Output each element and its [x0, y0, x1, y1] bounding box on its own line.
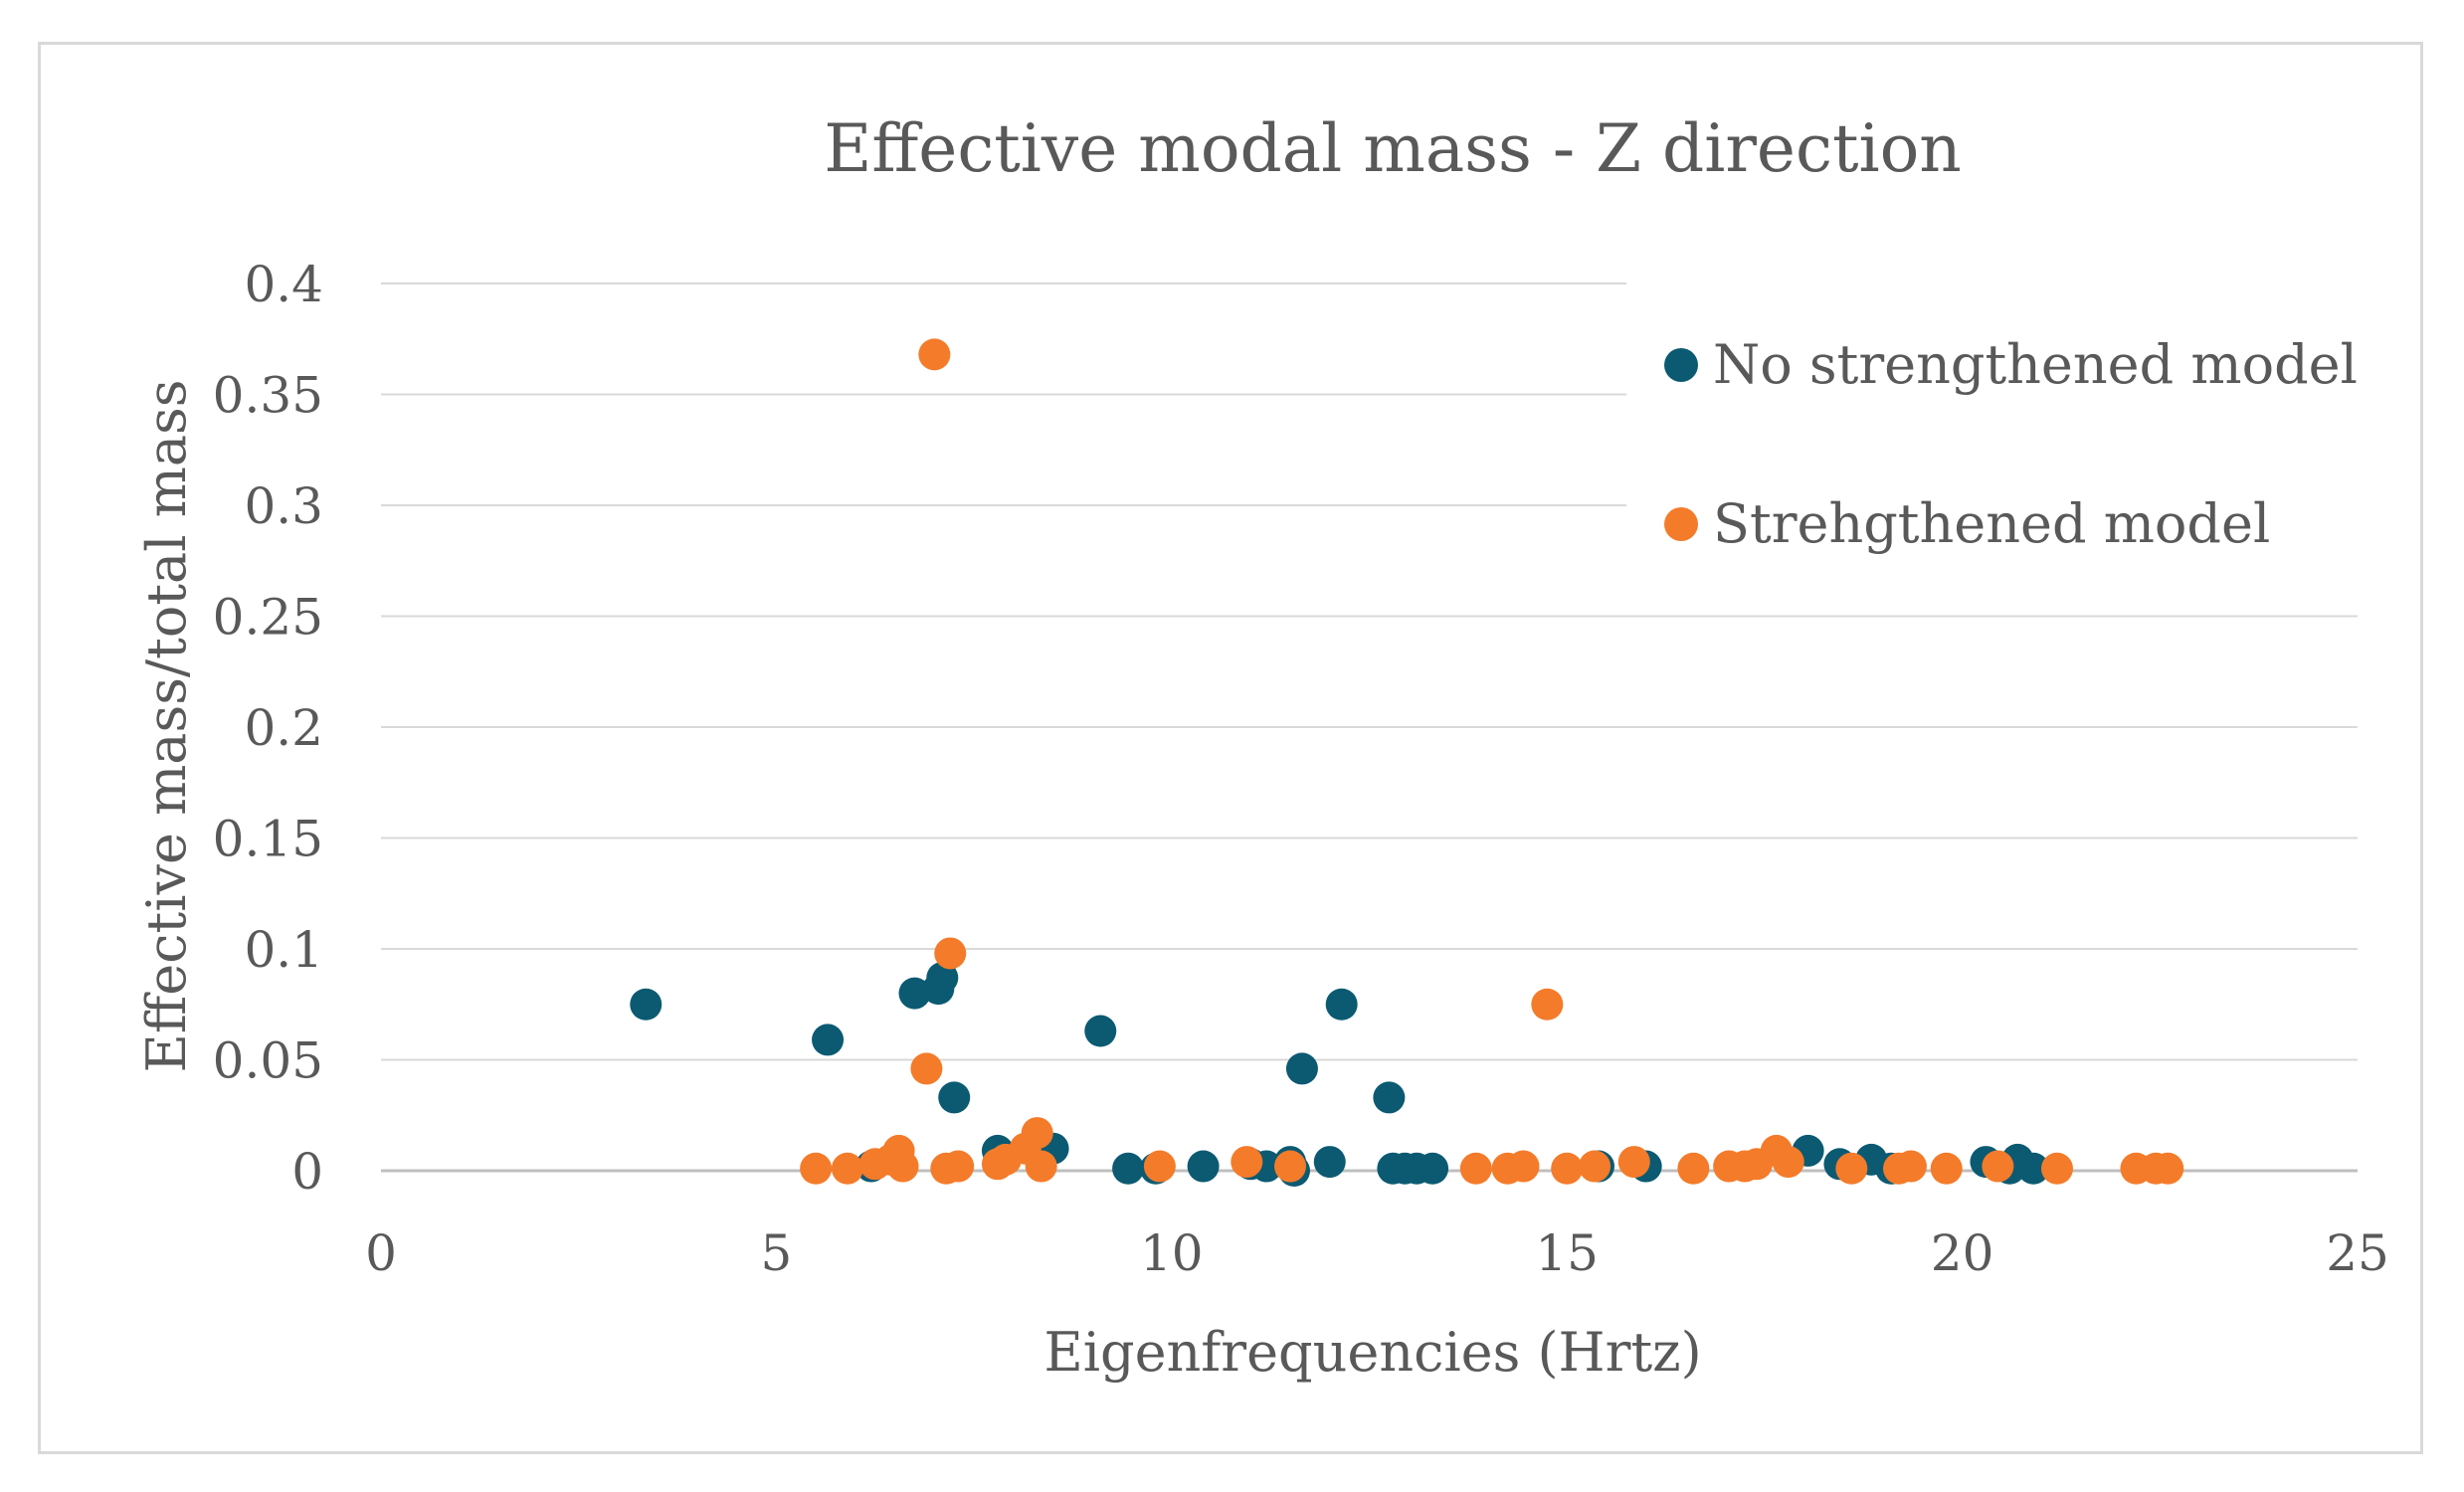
- data-point: [938, 1081, 971, 1114]
- data-point: [1531, 988, 1564, 1021]
- x-tick-label: 15: [1535, 1224, 1599, 1282]
- data-point: [1894, 1150, 1927, 1183]
- y-tick-label: 0: [291, 1143, 323, 1201]
- data-point: [630, 988, 663, 1021]
- data-point: [1231, 1146, 1263, 1179]
- data-point: [886, 1150, 919, 1183]
- y-tick-label: 0.05: [213, 1032, 323, 1090]
- data-point: [926, 961, 959, 994]
- series-1: [800, 338, 2184, 1185]
- x-tick-label: 10: [1140, 1224, 1204, 1282]
- y-tick-label: 0.35: [213, 367, 323, 425]
- x-axis-label: Eigenfrequencies (Hrtz): [1043, 1321, 1701, 1384]
- data-points: [630, 338, 2184, 1187]
- data-point: [1930, 1152, 1963, 1185]
- data-point: [1677, 1152, 1710, 1185]
- data-point: [910, 1052, 943, 1085]
- y-tick-label: 0.1: [244, 921, 323, 979]
- legend: No strengthened model Strehgthened model: [1664, 333, 2358, 555]
- data-point: [1982, 1150, 2014, 1183]
- data-point: [2017, 1152, 2050, 1185]
- data-point: [1112, 1152, 1145, 1185]
- y-axis-ticks: 0 0.05 0.1 0.15 0.2 0.25 0.3 0.35 0.4: [213, 256, 323, 1201]
- data-point: [1285, 1052, 1318, 1085]
- x-tick-label: 20: [1931, 1224, 1994, 1282]
- data-point: [831, 1152, 863, 1185]
- grid-lines: [381, 282, 2358, 1173]
- data-point: [1617, 1146, 1650, 1179]
- legend-marker: [1664, 507, 1698, 541]
- data-point: [1274, 1150, 1307, 1183]
- data-point: [1021, 1117, 1053, 1150]
- y-tick-label: 0.2: [244, 699, 323, 757]
- series-0: [630, 961, 2050, 1187]
- data-point: [1417, 1152, 1449, 1185]
- data-point: [1084, 1015, 1117, 1047]
- y-tick-label: 0.15: [213, 811, 323, 868]
- data-point: [812, 1024, 845, 1056]
- legend-marker: [1664, 348, 1698, 382]
- data-point: [1187, 1150, 1220, 1183]
- data-point: [1551, 1152, 1584, 1185]
- chart-title: Effective modal mass - Z direction: [824, 110, 1962, 187]
- x-tick-label: 5: [760, 1224, 792, 1282]
- legend-label: No strengthened model: [1713, 333, 2358, 396]
- y-tick-label: 0.25: [213, 589, 323, 647]
- data-point: [942, 1150, 975, 1183]
- data-point: [1835, 1152, 1868, 1185]
- data-point: [1772, 1146, 1804, 1179]
- data-point: [934, 937, 967, 970]
- data-point: [898, 977, 931, 1010]
- data-point: [1313, 1146, 1346, 1179]
- data-point: [800, 1152, 833, 1185]
- data-point: [1373, 1081, 1406, 1114]
- data-point: [1579, 1150, 1611, 1183]
- x-axis-ticks: 0 5 10 15 20 25: [365, 1224, 2389, 1282]
- x-tick-label: 25: [2326, 1224, 2389, 1282]
- y-axis-label: Effective mass/total mass: [135, 380, 198, 1073]
- data-point: [1025, 1150, 1057, 1183]
- legend-label: Strehgthened model: [1713, 492, 2270, 555]
- y-tick-label: 0.4: [244, 256, 323, 313]
- data-point: [1143, 1150, 1176, 1183]
- x-tick-label: 0: [365, 1224, 397, 1282]
- data-point: [1459, 1152, 1492, 1185]
- data-point: [918, 338, 951, 371]
- data-point: [1325, 988, 1358, 1021]
- data-point: [2152, 1152, 2184, 1185]
- y-tick-label: 0.3: [244, 477, 323, 535]
- data-point: [1507, 1150, 1540, 1183]
- data-point: [2040, 1152, 2073, 1185]
- chart-frame: [38, 42, 2423, 1454]
